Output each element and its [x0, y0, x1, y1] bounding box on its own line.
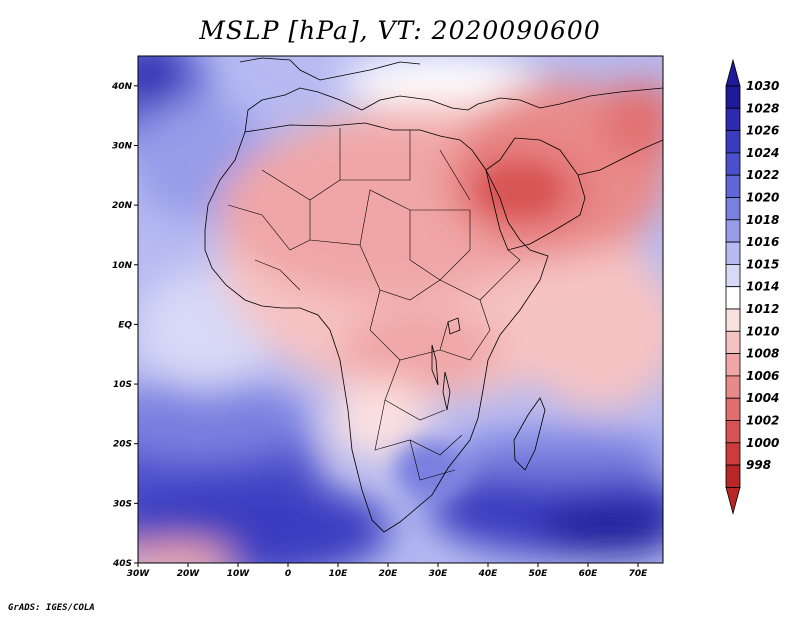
colorbar-swatch [725, 219, 741, 243]
colorbar-swatch [725, 442, 741, 466]
colorbar-swatch [725, 241, 741, 265]
colorbar-swatch [725, 85, 741, 109]
colorbar-label: 1000 [746, 436, 779, 450]
lon-tick-label: 30W [127, 569, 151, 579]
colorbar-swatch [725, 263, 741, 288]
lat-tick-label: 30N [112, 141, 133, 151]
lat-tick-label: 10S [113, 380, 132, 390]
colorbar-label: 1012 [746, 302, 779, 316]
lon-tick-label: 50E [529, 569, 549, 579]
lat-tick-label: EQ [118, 320, 132, 330]
lat-tick-label: 10N [112, 261, 133, 271]
colorbar-label: 1030 [746, 79, 779, 93]
colorbar-swatch [725, 130, 741, 154]
colorbar-swatch [725, 420, 741, 444]
colorbar-bottom-extension [725, 486, 741, 515]
colorbar-label: 1024 [746, 146, 779, 160]
lon-tick-label: 70E [629, 569, 649, 579]
colorbar-top-extension [725, 58, 741, 87]
colorbar-label: 1018 [746, 213, 779, 227]
colorbar-label: 1020 [746, 191, 779, 205]
colorbar-swatch [725, 308, 741, 332]
colorbar-label: 1026 [746, 124, 779, 138]
lon-tick-label: 40E [478, 569, 499, 579]
colorbar-label: 1004 [746, 391, 779, 405]
footer-credit: GrADS: IGES/COLA [8, 603, 95, 613]
colorbar-swatch [725, 197, 741, 221]
lat-tick-label: 20S [113, 440, 132, 450]
colorbar-label: 1015 [746, 257, 779, 271]
lon-tick-label: 30E [429, 569, 449, 579]
colorbar-swatch [725, 286, 741, 310]
lon-tick-label: 20W [177, 569, 201, 579]
country-borders [227, 128, 521, 481]
lon-tick-label: 20E [379, 569, 399, 579]
colorbar-label: 1022 [746, 168, 779, 182]
coastlines [204, 57, 663, 533]
colorbar-swatch [725, 174, 741, 198]
lat-tick-label: 30S [113, 499, 132, 509]
lat-tick-label: 40S [112, 559, 132, 569]
lat-tick-label: 20N [112, 201, 133, 211]
lon-tick-label: 60E [579, 569, 599, 579]
colorbar-label: 1002 [746, 414, 779, 428]
colorbar-label: 1010 [746, 324, 779, 338]
colorbar-swatch [725, 464, 741, 488]
colorbar-swatch [725, 330, 741, 354]
colorbar-swatch [725, 375, 741, 399]
colorbar-label: 1028 [746, 101, 779, 115]
lat-tick-label: 40N [111, 82, 133, 92]
pressure-field [138, 56, 663, 563]
longitude-axis: 30W 20W 10W 0 10E 20E 30E 40E 50E 60E 70E [127, 563, 648, 579]
map-title: MSLP [hPa], VT: 2020090600 [199, 16, 601, 45]
colorbar-swatch [725, 152, 741, 176]
colorbar: 1030 1028 1026 1024 1022 1020 1018 1016 1015 1014… [725, 58, 779, 515]
colorbar-label: 998 [746, 458, 771, 472]
colorbar-swatch [725, 107, 741, 132]
colorbar-label: 1008 [746, 347, 779, 361]
lon-tick-label: 0 [285, 569, 291, 579]
colorbar-label: 1016 [746, 235, 779, 249]
colorbar-swatch [725, 353, 741, 377]
colorbar-label: 1014 [746, 280, 779, 294]
lon-tick-label: 10W [227, 569, 251, 579]
colorbar-label: 1006 [746, 369, 779, 383]
map-frame [137, 55, 664, 564]
lon-tick-label: 10E [329, 569, 349, 579]
latitude-axis: 40N 30N 20N 10N EQ 10S 20S 30S 40S [111, 82, 138, 569]
colorbar-swatch [725, 397, 741, 421]
